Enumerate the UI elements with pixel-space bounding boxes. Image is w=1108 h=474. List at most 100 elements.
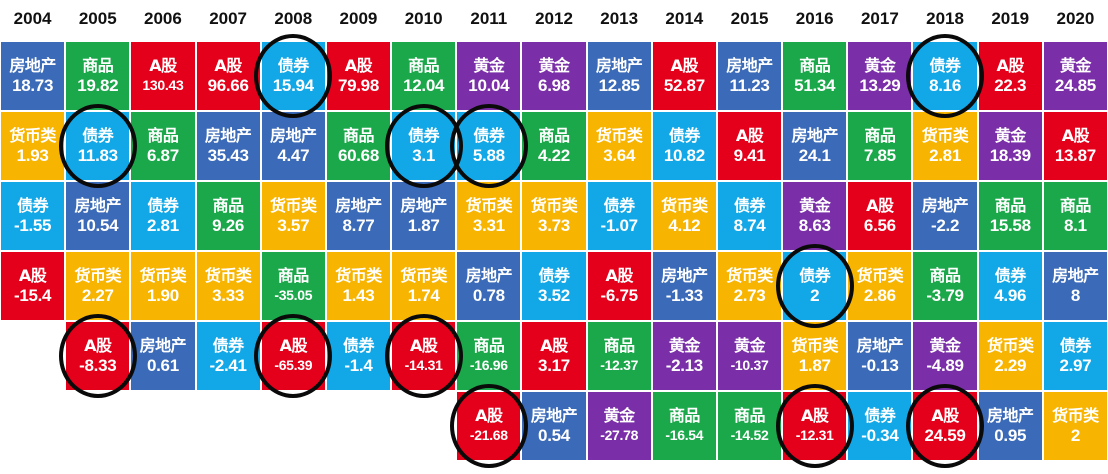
cell-2007-commodity: 商品 9.26 (196, 182, 260, 250)
cell-2015-money-market: 货币类 2.73 (717, 252, 782, 320)
cell-value: 18.39 (989, 146, 1031, 165)
cell-value: 52.87 (663, 76, 705, 95)
cell-category: 货币类 (726, 266, 773, 285)
cell-category: 房地产 (1052, 266, 1099, 285)
cell-value: 2.73 (733, 286, 766, 305)
year-header-2016: 2016 (795, 9, 834, 28)
cell-2019-a-share: A股 22.3 (978, 42, 1042, 110)
cell-value: 3.31 (472, 216, 505, 235)
cell-category: 房地产 (400, 196, 447, 215)
cell-2008-a-share: A股 -65.39 (261, 322, 325, 390)
cell-2005-commodity: 商品 19.82 (66, 42, 130, 110)
cell-value: 3.17 (538, 356, 570, 375)
cell-2014-money-market: 货币类 4.12 (652, 182, 716, 250)
cell-category: 债券 (82, 126, 114, 145)
cell-category: 债券 (994, 266, 1027, 285)
cell-category: A股 (670, 56, 699, 75)
cell-value: 8.63 (798, 216, 831, 235)
cell-2006-money-market: 货币类 1.90 (131, 252, 195, 320)
cell-value: 24.1 (798, 146, 831, 165)
cell-2009-real-estate: 房地产 8.77 (326, 182, 391, 250)
cell-value: 12.04 (403, 76, 445, 95)
cell-value: -65.39 (274, 357, 313, 373)
cell-2010-bond: 债券 3.1 (392, 112, 456, 180)
cell-category: A股 (475, 406, 503, 425)
cell-value: -8.33 (79, 356, 117, 375)
cell-2006-a-share: A股 130.43 (131, 42, 195, 110)
cell-value: 130.43 (142, 77, 184, 93)
cell-value: 10.54 (77, 216, 119, 235)
cell-category: A股 (931, 406, 959, 425)
cell-value: 2 (810, 286, 820, 305)
cell-2017-commodity: 商品 7.85 (848, 112, 912, 180)
cell-2017-bond: 债券 -0.34 (848, 392, 912, 460)
cell-2014-gold: 黄金 -2.13 (652, 322, 716, 390)
cell-2005-bond: 债券 11.83 (66, 112, 130, 180)
cell-value: 7.85 (863, 146, 896, 165)
cell-category: 债券 (1059, 336, 1092, 355)
cell-category: A股 (996, 56, 1025, 75)
cell-category: 黄金 (994, 126, 1027, 145)
cell-2013-real-estate: 房地产 12.85 (587, 42, 651, 110)
cell-category: 货币类 (1052, 406, 1099, 425)
cell-category: 商品 (538, 126, 570, 145)
year-header-2015: 2015 (730, 9, 769, 28)
cell-value: 3.73 (538, 216, 570, 235)
cell-value: 1.43 (342, 286, 375, 305)
cell-2016-money-market: 货币类 1.87 (783, 322, 847, 390)
cell-value: -15.4 (13, 286, 52, 305)
cell-value: -3.79 (926, 286, 964, 305)
cell-value: 1.87 (407, 216, 440, 235)
cell-value: 1.87 (798, 356, 831, 375)
cell-category: 黄金 (864, 56, 896, 75)
cell-category: A股 (866, 196, 894, 215)
cell-2018-commodity: 商品 -3.79 (913, 252, 977, 320)
cell-value: 51.34 (794, 76, 836, 95)
cell-category: 黄金 (929, 336, 962, 355)
cell-category: 黄金 (734, 336, 766, 355)
cell-category: 货币类 (791, 336, 838, 355)
cell-category: 债券 (603, 196, 636, 215)
cell-value: 11.23 (729, 76, 770, 95)
cell-category: A股 (214, 56, 242, 75)
cell-value: 8 (1070, 286, 1080, 305)
cell-2012-a-share: A股 3.17 (522, 322, 586, 390)
cell-2018-a-share: A股 24.59 (913, 392, 977, 460)
cell-category: 债券 (277, 56, 310, 75)
cell-2013-gold: 黄金 -27.78 (587, 392, 651, 460)
cell-category: 商品 (734, 406, 766, 425)
cell-value: -0.13 (861, 356, 899, 375)
cell-value: 2.81 (146, 216, 179, 235)
cell-2010-a-share: A股 -14.31 (392, 322, 456, 390)
year-header-2018: 2018 (926, 9, 964, 28)
cell-value: -16.96 (469, 357, 508, 373)
cell-2011-real-estate: 房地产 0.78 (457, 252, 521, 320)
cell-category: 货币类 (9, 126, 56, 145)
cell-value: 4.22 (538, 146, 570, 165)
cell-category: 房地产 (726, 56, 773, 75)
cell-2010-money-market: 货币类 1.74 (392, 252, 456, 320)
cell-2012-money-market: 货币类 3.73 (522, 182, 586, 250)
cell-2005-a-share: A股 -8.33 (66, 322, 130, 390)
cell-category: 债券 (538, 266, 570, 285)
year-header-2010: 2010 (404, 9, 443, 28)
cell-value: 10.04 (468, 76, 510, 95)
cell-2013-a-share: A股 -6.75 (587, 252, 651, 320)
cell-2020-bond: 债券 2.97 (1043, 322, 1107, 390)
cell-value: -2.13 (665, 356, 704, 375)
cell-2014-a-share: A股 52.87 (652, 42, 716, 110)
cell-value: 11.83 (77, 146, 118, 165)
cell-category: 货币类 (204, 266, 252, 285)
cell-2006-real-estate: 房地产 0.61 (131, 322, 195, 390)
cell-category: 货币类 (465, 196, 513, 215)
cell-2020-a-share: A股 13.87 (1043, 112, 1107, 180)
cell-value: -6.75 (600, 286, 639, 305)
cell-category: 商品 (799, 56, 831, 75)
cell-value: 1.74 (407, 286, 440, 305)
cell-category: 商品 (929, 266, 962, 285)
cell-value: -1.4 (344, 356, 373, 375)
cell-2006-commodity: 商品 6.87 (131, 112, 195, 180)
year-header-2012: 2012 (535, 9, 573, 28)
cell-category: 商品 (864, 126, 896, 145)
cell-2016-real-estate: 房地产 24.1 (783, 112, 847, 180)
